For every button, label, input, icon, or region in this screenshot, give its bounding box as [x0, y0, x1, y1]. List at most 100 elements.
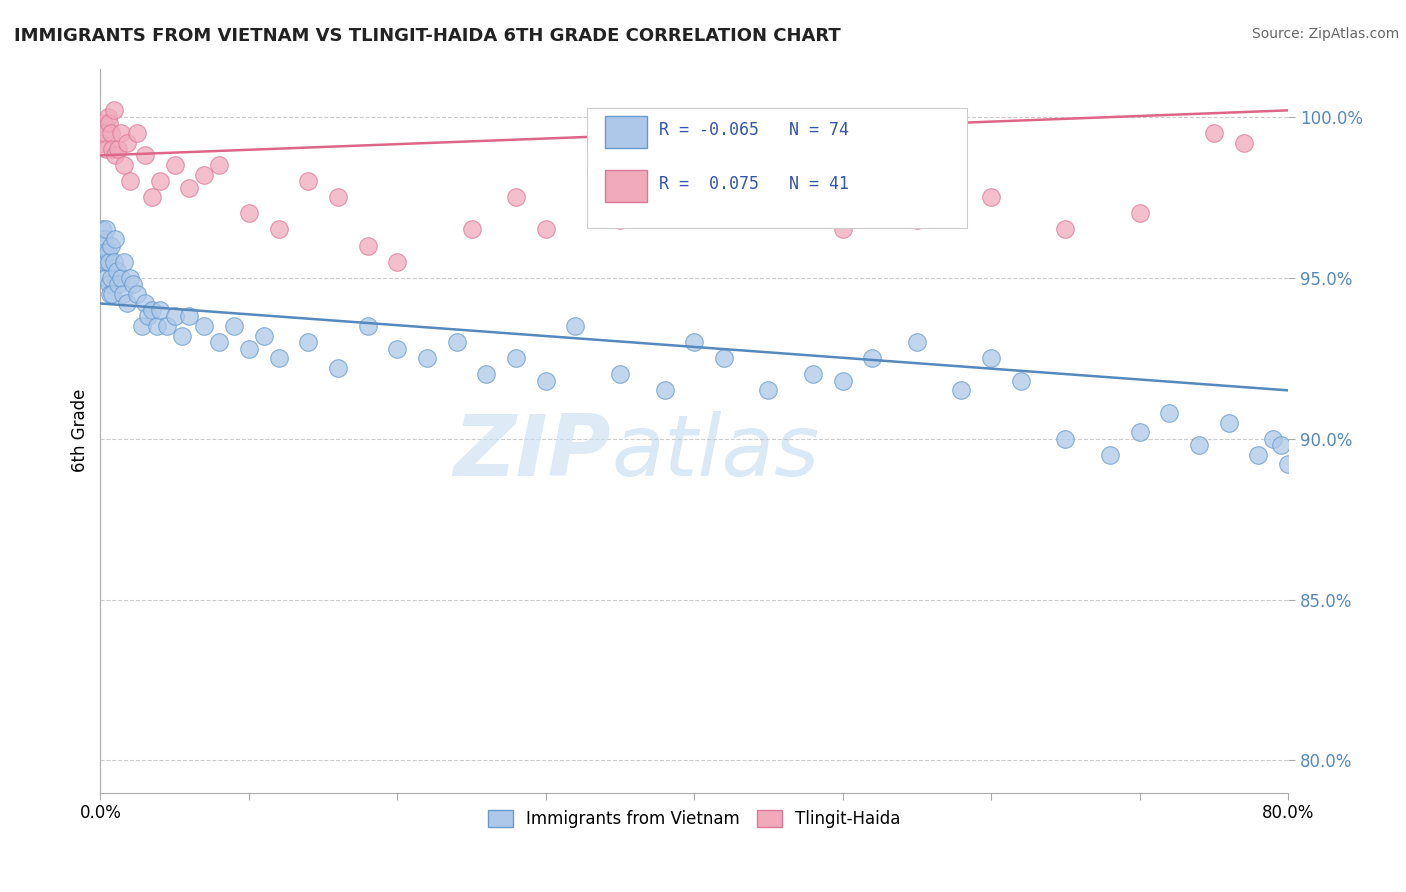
Point — [238, 342, 260, 356]
Point — [683, 334, 706, 349]
Point — [831, 222, 853, 236]
Point — [136, 310, 159, 324]
Point — [96, 142, 118, 156]
Point — [149, 174, 172, 188]
Point — [98, 286, 121, 301]
Point — [860, 351, 883, 366]
Point — [110, 270, 132, 285]
Point — [94, 270, 117, 285]
Point — [1218, 416, 1240, 430]
Point — [100, 126, 122, 140]
Point — [356, 318, 378, 333]
Point — [1263, 432, 1285, 446]
Point — [801, 368, 824, 382]
Point — [110, 126, 132, 140]
Point — [163, 310, 186, 324]
Point — [1188, 438, 1211, 452]
Point — [107, 142, 129, 156]
Point — [96, 254, 118, 268]
Point — [326, 360, 349, 375]
Point — [97, 277, 120, 292]
Point — [1277, 458, 1299, 472]
Point — [122, 277, 145, 292]
Point — [1270, 438, 1292, 452]
Point — [1247, 448, 1270, 462]
Point — [145, 318, 167, 333]
Text: ZIP: ZIP — [454, 411, 612, 494]
Point — [115, 296, 138, 310]
Y-axis label: 6th Grade: 6th Grade — [72, 389, 89, 472]
Point — [1054, 222, 1077, 236]
Point — [104, 148, 127, 162]
Point — [1232, 136, 1254, 150]
Point — [1129, 206, 1152, 220]
Point — [356, 238, 378, 252]
Point — [97, 244, 120, 259]
Point — [267, 222, 290, 236]
Point — [141, 302, 163, 317]
Point — [1129, 425, 1152, 440]
Point — [238, 206, 260, 220]
Point — [156, 318, 179, 333]
Point — [222, 318, 245, 333]
Point — [460, 222, 482, 236]
Point — [100, 238, 122, 252]
Point — [94, 126, 117, 140]
Point — [163, 158, 186, 172]
Point — [127, 286, 149, 301]
Point — [94, 244, 117, 259]
Point — [131, 318, 153, 333]
Point — [170, 328, 193, 343]
Point — [1010, 374, 1032, 388]
Point — [387, 254, 409, 268]
Point — [1202, 126, 1225, 140]
Point — [127, 126, 149, 140]
Point — [905, 212, 928, 227]
Point — [564, 318, 586, 333]
Point — [193, 318, 215, 333]
Point — [683, 200, 706, 214]
Point — [141, 190, 163, 204]
Point — [950, 384, 973, 398]
Text: R = -0.065   N = 74: R = -0.065 N = 74 — [658, 121, 849, 139]
Point — [91, 238, 114, 252]
Point — [713, 351, 735, 366]
Point — [93, 232, 115, 246]
Text: IMMIGRANTS FROM VIETNAM VS TLINGIT-HAIDA 6TH GRADE CORRELATION CHART: IMMIGRANTS FROM VIETNAM VS TLINGIT-HAIDA… — [14, 27, 841, 45]
Point — [505, 351, 527, 366]
Point — [96, 222, 118, 236]
Point — [90, 222, 112, 236]
Point — [118, 270, 141, 285]
Point — [534, 222, 557, 236]
Point — [1098, 448, 1121, 462]
Point — [326, 190, 349, 204]
Point — [654, 384, 676, 398]
Point — [534, 374, 557, 388]
Point — [208, 334, 231, 349]
Point — [179, 180, 201, 194]
Point — [297, 174, 319, 188]
Point — [267, 351, 290, 366]
FancyBboxPatch shape — [588, 108, 967, 227]
Point — [475, 368, 498, 382]
Point — [905, 334, 928, 349]
Point — [193, 168, 215, 182]
Point — [97, 110, 120, 124]
Point — [101, 142, 124, 156]
Point — [416, 351, 439, 366]
Legend: Immigrants from Vietnam, Tlingit-Haida: Immigrants from Vietnam, Tlingit-Haida — [481, 804, 907, 835]
Point — [831, 374, 853, 388]
Text: R =  0.075   N = 41: R = 0.075 N = 41 — [658, 176, 849, 194]
Point — [387, 342, 409, 356]
Point — [1159, 406, 1181, 420]
Point — [208, 158, 231, 172]
Point — [98, 254, 121, 268]
Point — [100, 270, 122, 285]
Point — [90, 136, 112, 150]
Point — [134, 296, 156, 310]
Text: atlas: atlas — [612, 411, 820, 494]
Point — [103, 103, 125, 118]
Point — [118, 174, 141, 188]
Point — [253, 328, 276, 343]
Point — [103, 254, 125, 268]
